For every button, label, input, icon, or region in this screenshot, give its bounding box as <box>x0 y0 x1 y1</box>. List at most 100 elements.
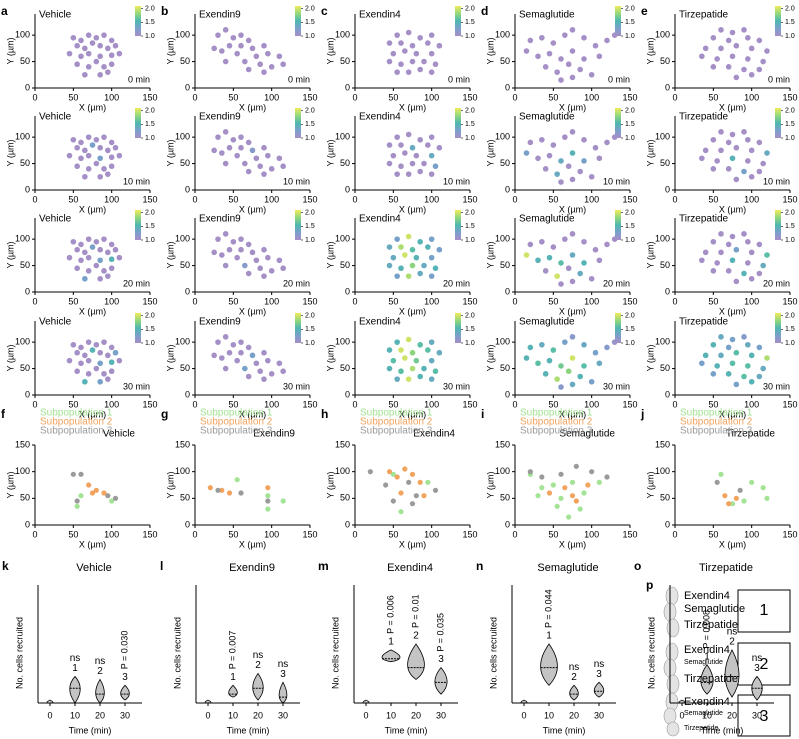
cell-point <box>82 147 88 154</box>
colorbar-tick-label: 1.5 <box>465 326 475 333</box>
cell-point <box>101 490 107 496</box>
cell-point <box>554 503 560 509</box>
x-axis-label: X (µm) <box>399 539 426 549</box>
cell-point <box>569 150 576 156</box>
x-tick-label: 150 <box>622 529 637 539</box>
group-label: 1 <box>388 637 394 648</box>
y-tick-label: 0 <box>665 286 670 296</box>
cell-point <box>554 376 560 382</box>
cell-point <box>589 469 595 475</box>
cell-point <box>581 341 587 348</box>
cell-point <box>222 231 229 237</box>
colorbar <box>615 210 621 240</box>
cell-point <box>245 344 252 351</box>
cell-point <box>85 371 92 377</box>
cell-point <box>569 355 576 361</box>
colorbar-tick-label: 1.0 <box>465 340 475 347</box>
cell-point <box>386 365 393 372</box>
cell-point <box>550 244 557 250</box>
cell-point <box>78 493 84 499</box>
y-tick-label: 100 <box>15 30 30 40</box>
x-axis-label: X (µm) <box>719 409 746 419</box>
cell-point <box>253 53 260 60</box>
cell-point <box>725 37 732 44</box>
cell-point <box>569 231 576 237</box>
cell-point <box>265 485 271 491</box>
colorbar-tick-label: 1.5 <box>625 223 635 230</box>
x-axis-label: X (µm) <box>79 102 106 112</box>
x-tick-label: 100 <box>744 194 759 204</box>
cell-point <box>226 42 233 49</box>
y-axis-label: No. cells recruited <box>330 617 340 689</box>
cell-point <box>280 163 286 170</box>
cell-point <box>112 144 119 151</box>
x-tick-label: 100 <box>584 529 599 539</box>
legend-entry: Subpopulation 2 <box>520 417 593 428</box>
y-axis-label: Y (µm) <box>485 471 495 498</box>
x-axis-label: X (µm) <box>399 204 426 214</box>
cell-point <box>74 503 80 509</box>
cell-point <box>428 50 435 57</box>
y-tick-label: 0 <box>185 519 190 529</box>
cell-point <box>97 349 103 356</box>
x-tick-label: 50 <box>708 296 718 306</box>
y-tick-label: 0 <box>665 184 670 194</box>
cell-point <box>398 347 404 353</box>
colorbar <box>615 108 621 138</box>
cell-point <box>569 479 576 485</box>
y-axis-label: Y (µm) <box>325 344 335 371</box>
x-axis-label: X (µm) <box>239 306 266 316</box>
x-tick-label: 50 <box>548 194 558 204</box>
cell-point <box>421 160 427 167</box>
y-tick-label: 50 <box>660 158 670 168</box>
cell-point <box>725 241 732 248</box>
cell-point <box>558 384 564 390</box>
cell-point <box>386 347 393 353</box>
cell-point <box>219 252 225 258</box>
cell-point <box>714 56 720 62</box>
y-tick-label: 0 <box>345 82 350 92</box>
group-label: 2 <box>571 672 577 683</box>
cell-point <box>249 147 256 154</box>
stat-label: P = 0.01 <box>410 594 420 628</box>
x-tick-label: 150 <box>302 399 317 409</box>
colorbar-tick-label: 2.0 <box>625 108 635 115</box>
cell-point <box>714 158 720 164</box>
cell-point <box>261 171 267 177</box>
cell-point <box>108 52 115 59</box>
cell-point <box>242 160 248 167</box>
cell-point <box>756 37 763 44</box>
cell-point <box>725 268 732 274</box>
cell-point <box>409 262 416 269</box>
y-tick-label: 100 <box>495 466 510 476</box>
colorbar-tick-label: 1.0 <box>625 135 635 142</box>
cell-point <box>562 236 568 242</box>
cell-point <box>108 359 115 366</box>
x-axis-label: X (µm) <box>79 204 106 214</box>
cell-point <box>558 363 564 369</box>
cell-point <box>436 42 443 49</box>
cell-point <box>718 27 724 33</box>
colorbar <box>615 6 621 36</box>
cell-point <box>417 341 423 348</box>
cell-point <box>733 349 740 356</box>
cell-point <box>581 158 587 164</box>
chart-title: Exendin4 <box>359 317 401 328</box>
x-tick-label: 50 <box>68 399 78 409</box>
colorbar-tick-label: 1.0 <box>305 135 315 142</box>
colorbar-tick-label: 1.5 <box>625 326 635 333</box>
chart-title: Exendin9 <box>199 10 241 21</box>
cell-point <box>386 142 393 148</box>
cell-point <box>748 173 755 180</box>
cell-point <box>756 241 763 248</box>
cell-point <box>592 349 599 356</box>
colorbar-tick-label: 2.0 <box>625 210 635 217</box>
cell-point <box>402 252 408 258</box>
cell-point <box>523 48 530 54</box>
time-label: 20 min <box>603 278 630 288</box>
x-tick-label: 100 <box>424 194 439 204</box>
x-tick-label: 0 <box>352 296 357 306</box>
cell-point <box>85 236 92 242</box>
cell-point <box>581 363 587 369</box>
cell-point <box>542 371 549 377</box>
